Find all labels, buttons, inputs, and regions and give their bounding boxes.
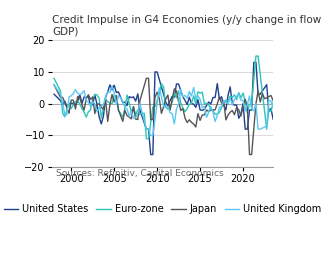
United States bbox=[254, 61, 258, 64]
Japan bbox=[250, 153, 254, 156]
Legend: United States, Euro-zone, Japan, United Kingdom: United States, Euro-zone, Japan, United … bbox=[0, 200, 325, 218]
United States bbox=[256, 93, 260, 96]
Japan bbox=[256, 89, 260, 93]
Euro-zone bbox=[144, 137, 148, 140]
United States bbox=[52, 93, 56, 96]
United States bbox=[248, 108, 252, 112]
Euro-zone bbox=[112, 93, 116, 96]
United Kingdom bbox=[112, 91, 116, 94]
Euro-zone bbox=[52, 77, 56, 80]
Japan bbox=[181, 107, 185, 110]
United States bbox=[112, 84, 116, 87]
United States bbox=[271, 118, 275, 121]
Euro-zone bbox=[271, 101, 275, 104]
Japan bbox=[112, 100, 116, 103]
United Kingdom bbox=[254, 102, 258, 105]
Japan bbox=[52, 83, 56, 86]
Japan bbox=[248, 153, 252, 156]
United Kingdom bbox=[252, 109, 256, 112]
United States bbox=[181, 95, 185, 99]
United Kingdom bbox=[248, 94, 252, 97]
United States bbox=[260, 89, 264, 93]
Line: Japan: Japan bbox=[54, 78, 273, 155]
Line: United States: United States bbox=[54, 63, 273, 155]
United Kingdom bbox=[181, 95, 185, 99]
United Kingdom bbox=[52, 83, 56, 86]
Euro-zone bbox=[256, 54, 260, 58]
Text: Credit Impulse in G4 Economies (y/y change in flow of credit, % of
GDP): Credit Impulse in G4 Economies (y/y chan… bbox=[52, 15, 325, 37]
Euro-zone bbox=[252, 78, 256, 82]
United Kingdom bbox=[149, 134, 153, 137]
United Kingdom bbox=[258, 127, 262, 131]
Line: Euro-zone: Euro-zone bbox=[54, 56, 273, 139]
Line: United Kingdom: United Kingdom bbox=[54, 85, 273, 135]
Japan bbox=[254, 102, 258, 105]
Japan bbox=[260, 92, 264, 95]
United States bbox=[149, 153, 153, 156]
Text: Sources: Refinitiv, Capital Economics: Sources: Refinitiv, Capital Economics bbox=[56, 168, 224, 177]
Japan bbox=[144, 77, 148, 80]
Euro-zone bbox=[248, 102, 252, 106]
United States bbox=[252, 61, 256, 64]
Euro-zone bbox=[181, 106, 185, 110]
Japan bbox=[271, 99, 275, 102]
United Kingdom bbox=[271, 105, 275, 109]
Euro-zone bbox=[260, 91, 264, 94]
Euro-zone bbox=[254, 54, 258, 58]
